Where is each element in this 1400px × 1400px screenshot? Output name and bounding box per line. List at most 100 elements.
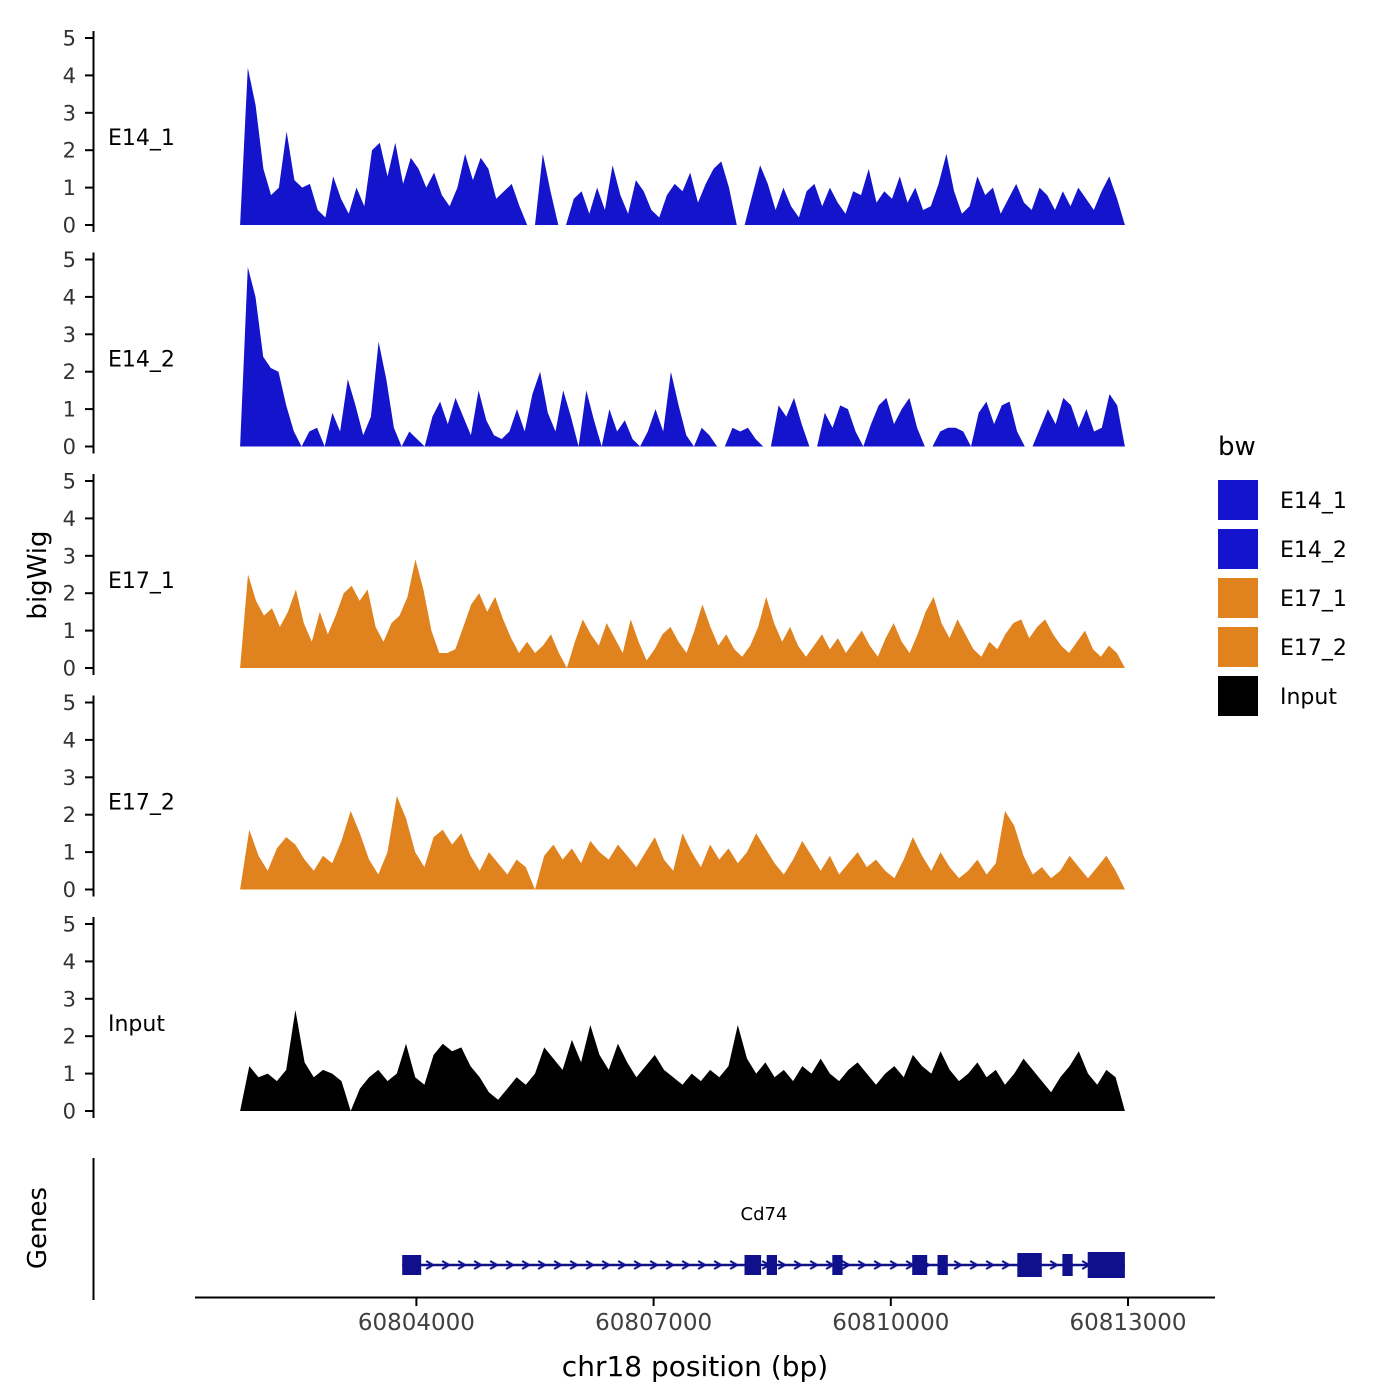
strand-arrow-icon — [841, 1260, 852, 1270]
strand-arrow-icon — [489, 1260, 500, 1270]
track-label-E14_2: E14_2 — [108, 348, 175, 373]
strand-arrow-icon — [953, 1260, 964, 1270]
legend-label-Input: Input — [1280, 685, 1337, 710]
legend-label-E14_2: E14_2 — [1280, 538, 1347, 563]
strand-arrow-icon — [857, 1260, 868, 1270]
y-tick-label: 4 — [63, 285, 76, 309]
y-tick-label: 0 — [63, 214, 76, 238]
legend-swatch-Input — [1218, 676, 1258, 716]
strand-arrow-icon — [809, 1260, 820, 1270]
y-tick-label: 3 — [63, 544, 76, 568]
genes-axis-title: Genes — [23, 1186, 53, 1270]
y-tick-label: 0 — [63, 1100, 76, 1124]
y-tick-label: 5 — [63, 27, 76, 51]
legend-label-E17_2: E17_2 — [1280, 636, 1347, 661]
strand-arrow-icon — [793, 1260, 804, 1270]
y-tick-label: 4 — [63, 950, 76, 974]
y-tick-label: 1 — [63, 398, 76, 422]
legend-label-E17_1: E17_1 — [1280, 587, 1347, 612]
strand-arrow-icon — [569, 1260, 580, 1270]
y-tick-label: 2 — [63, 360, 76, 384]
y-tick-label: 3 — [63, 101, 76, 125]
gene-exon — [1087, 1252, 1125, 1278]
y-tick-label: 3 — [63, 987, 76, 1011]
coverage-area-Input — [240, 1010, 1125, 1111]
strand-arrow-icon — [617, 1260, 628, 1270]
gene-exon — [832, 1255, 843, 1275]
y-tick-label: 5 — [63, 913, 76, 937]
y-tick-label: 2 — [63, 1025, 76, 1049]
y-tick-label: 0 — [63, 657, 76, 681]
legend-title: bw — [1218, 432, 1256, 462]
gene-exon — [912, 1255, 928, 1275]
track-label-E17_1: E17_1 — [108, 569, 175, 594]
y-tick-label: 3 — [63, 766, 76, 790]
strand-arrow-icon — [633, 1260, 644, 1270]
legend-label-E14_1: E14_1 — [1280, 489, 1347, 514]
strand-arrow-icon — [665, 1260, 676, 1270]
y-tick-label: 1 — [63, 619, 76, 643]
strand-arrow-icon — [521, 1260, 532, 1270]
strand-arrow-icon — [441, 1260, 452, 1270]
strand-arrow-icon — [425, 1260, 436, 1270]
x-axis-title: chr18 position (bp) — [561, 1350, 829, 1383]
gene-exon — [937, 1255, 948, 1275]
x-tick-label: 60807000 — [595, 1310, 712, 1336]
legend-swatch-E14_1 — [1218, 480, 1258, 520]
strand-arrow-icon — [505, 1260, 516, 1270]
legend-swatch-E14_2 — [1218, 529, 1258, 569]
strand-arrow-icon — [985, 1260, 996, 1270]
strand-arrow-icon — [681, 1260, 692, 1270]
strand-arrow-icon — [889, 1260, 900, 1270]
y-tick-label: 0 — [63, 435, 76, 459]
legend-swatch-E17_2 — [1218, 627, 1258, 667]
y-tick-label: 4 — [63, 64, 76, 88]
strand-arrow-icon — [729, 1260, 740, 1270]
y-tick-label: 2 — [63, 582, 76, 606]
gene-exon — [402, 1255, 422, 1275]
track-label-E14_1: E14_1 — [108, 126, 175, 151]
strand-arrow-icon — [537, 1260, 548, 1270]
strand-arrow-icon — [969, 1260, 980, 1270]
y-axis-title: bigWig — [23, 530, 53, 620]
y-tick-label: 1 — [63, 841, 76, 865]
coverage-area-E14_2 — [240, 267, 1125, 447]
y-tick-label: 0 — [63, 878, 76, 902]
strand-arrow-icon — [713, 1260, 724, 1270]
x-tick-label: 60804000 — [358, 1310, 475, 1336]
y-tick-label: 3 — [63, 323, 76, 347]
coverage-area-E14_1 — [240, 67, 1125, 226]
strand-arrow-icon — [1001, 1260, 1012, 1270]
gene-name-label: Cd74 — [740, 1204, 788, 1225]
y-tick-label: 5 — [63, 248, 76, 272]
y-tick-label: 2 — [63, 139, 76, 163]
strand-arrow-icon — [873, 1260, 884, 1270]
y-tick-label: 4 — [63, 507, 76, 531]
y-tick-label: 1 — [63, 1062, 76, 1086]
y-tick-label: 5 — [63, 470, 76, 494]
y-tick-label: 1 — [63, 176, 76, 200]
gene-exon — [766, 1255, 777, 1275]
legend-swatch-E17_1 — [1218, 578, 1258, 618]
gene-exon — [1062, 1254, 1073, 1276]
track-label-E17_2: E17_2 — [108, 791, 175, 816]
strand-arrow-icon — [473, 1260, 484, 1270]
coverage-area-E17_1 — [240, 559, 1125, 668]
y-tick-label: 2 — [63, 803, 76, 827]
strand-arrow-icon — [697, 1260, 708, 1270]
y-tick-label: 5 — [63, 691, 76, 715]
gene-exon — [744, 1255, 762, 1275]
strand-arrow-icon — [1049, 1260, 1060, 1270]
gene-exon — [1017, 1253, 1042, 1277]
track-label-Input: Input — [108, 1012, 165, 1037]
strand-arrow-icon — [601, 1260, 612, 1270]
x-tick-label: 60813000 — [1069, 1310, 1186, 1336]
strand-arrow-icon — [457, 1260, 468, 1270]
strand-arrow-icon — [649, 1260, 660, 1270]
strand-arrow-icon — [553, 1260, 564, 1270]
strand-arrow-icon — [585, 1260, 596, 1270]
x-tick-label: 60810000 — [832, 1310, 949, 1336]
coverage-area-E17_2 — [240, 796, 1125, 890]
